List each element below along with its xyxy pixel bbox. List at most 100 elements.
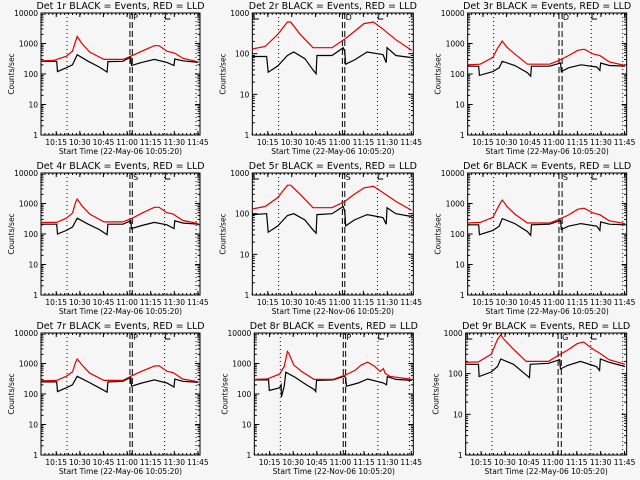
event-label-marker: D <box>563 13 569 22</box>
event-label-marker: P <box>346 333 351 342</box>
y-tick-label: 1000 <box>19 360 38 369</box>
y-tick-label: 10 <box>28 101 38 110</box>
event-bracket-marker <box>378 332 385 340</box>
x-tick-label: 10:45 <box>305 298 327 307</box>
y-tick-label: 100 <box>448 370 463 379</box>
x-tick-label: 11:30 <box>163 138 185 147</box>
panel-title: Det 5r BLACK = Events, RED = LLD <box>249 161 417 172</box>
events-series-line <box>465 358 626 379</box>
lld-series-line <box>467 40 626 67</box>
panel-title: Det 4r BLACK = Events, RED = LLD <box>36 161 204 172</box>
x-tick-label: 10:15 <box>472 298 494 307</box>
y-tick-label: 10000 <box>14 9 38 18</box>
x-tick-label: 10:30 <box>69 298 91 307</box>
y-tick-label: 1 <box>245 291 250 300</box>
detector-panel-8: Det 8r BLACK = Events, RED = LLD 1 10 100 10… <box>220 321 422 476</box>
x-tick-label: 11:30 <box>163 458 185 467</box>
plot-frame <box>251 172 414 296</box>
y-axis-label: Counts/sec <box>7 373 16 414</box>
detector-panel-7: Det 7r BLACK = Events, RED = LLD 1 10 100 10… <box>7 321 209 476</box>
x-tick-label: 10:45 <box>305 138 327 147</box>
x-tick-label: 11:00 <box>116 458 138 467</box>
detector-panel-9: Det 9r BLACK = Events, RED = LLD 1 10 100 10… <box>432 321 636 476</box>
events-series-line <box>41 375 199 394</box>
y-axis-label: Counts/sec <box>220 373 229 414</box>
x-axis-label: Start Time (22-May-06 10:05:20) <box>59 147 182 156</box>
x-tick-label: 11:30 <box>163 298 185 307</box>
x-axis-label: Start Time (22-Nov-06 10:05:20) <box>272 307 394 316</box>
plot-frame <box>467 12 628 136</box>
x-tick-label: 10:45 <box>519 298 541 307</box>
event-bracket-marker <box>591 12 599 20</box>
x-tick-label: 11:45 <box>614 138 636 147</box>
y-tick-label: 100 <box>24 230 39 239</box>
y-tick-label: 10 <box>240 250 250 259</box>
event-label-marker: S <box>563 173 568 182</box>
y-tick-label: 10000 <box>14 329 38 338</box>
detector-panel-3: Det 3r BLACK = Events, RED = LLD 1 10 100 10… <box>434 1 636 156</box>
x-tick-label: 10:30 <box>282 458 304 467</box>
x-tick-label: 10:30 <box>494 458 516 467</box>
y-tick-label: 1000 <box>444 329 463 338</box>
x-tick-label: 11:00 <box>329 138 351 147</box>
x-tick-label: 11:45 <box>187 138 209 147</box>
x-tick-label: 11:00 <box>116 138 138 147</box>
y-axis-label: Counts/sec <box>432 373 441 414</box>
event-bracket-marker <box>377 172 385 180</box>
event-bracket-marker <box>164 12 172 20</box>
lld-series-line <box>254 349 412 380</box>
panel-title: Det 2r BLACK = Events, RED = LLD <box>249 1 417 12</box>
y-tick-label: 1 <box>33 291 38 300</box>
x-tick-label: 11:30 <box>590 298 612 307</box>
y-tick-label: 10 <box>455 101 465 110</box>
y-tick-label: 10000 <box>227 329 251 338</box>
x-axis-label: Start Time (22-May-06 10:05:20) <box>59 467 182 476</box>
y-tick-label: 10 <box>240 90 250 99</box>
y-tick-label: 100 <box>235 210 250 219</box>
x-tick-label: 11:45 <box>614 458 636 467</box>
x-tick-label: 11:30 <box>376 298 398 307</box>
panel-title: Det 8r BLACK = Events, RED = LLD <box>250 321 418 332</box>
events-series-line <box>252 205 412 235</box>
y-tick-label: 1 <box>460 291 465 300</box>
event-bracket-marker <box>164 172 172 180</box>
y-tick-label: 100 <box>235 50 250 59</box>
x-tick-label: 11:00 <box>543 138 565 147</box>
events-series-line <box>467 60 626 78</box>
y-tick-label: 10000 <box>14 169 38 178</box>
x-tick-label: 10:30 <box>281 138 303 147</box>
plot-frame <box>251 12 414 136</box>
lld-series-line <box>41 197 199 225</box>
event-label-marker: D <box>346 13 352 22</box>
y-tick-label: 1 <box>458 451 463 460</box>
y-tick-label: 100 <box>24 390 39 399</box>
event-bracket-marker <box>466 332 474 340</box>
x-axis-label: Start Time (22-May-06 10:05:20) <box>485 467 608 476</box>
events-series-line <box>252 46 412 76</box>
x-tick-label: 11:15 <box>140 298 162 307</box>
x-tick-label: 11:30 <box>590 138 612 147</box>
y-tick-label: 10 <box>28 261 38 270</box>
y-tick-label: 100 <box>237 390 252 399</box>
x-axis-label: Start Time (22-May-06 10:05:20) <box>271 147 394 156</box>
y-tick-label: 1000 <box>230 169 249 178</box>
x-tick-label: 11:00 <box>543 298 565 307</box>
x-tick-label: 10:30 <box>281 298 303 307</box>
x-tick-label: 11:15 <box>567 138 589 147</box>
x-tick-label: 11:15 <box>353 298 375 307</box>
panel-title: Det 6r BLACK = Events, RED = LLD <box>463 161 631 172</box>
y-tick-label: 10 <box>453 410 463 419</box>
x-tick-label: 10:30 <box>496 298 518 307</box>
x-tick-label: 11:30 <box>376 138 398 147</box>
event-bracket-marker <box>377 12 385 20</box>
y-tick-label: 1000 <box>446 200 465 209</box>
y-axis-label: Counts/sec <box>7 53 16 94</box>
y-axis-label: Counts/sec <box>7 213 16 254</box>
y-tick-label: 1000 <box>232 360 251 369</box>
event-bracket-marker <box>591 332 598 340</box>
events-series-line <box>41 53 199 74</box>
x-tick-label: 10:30 <box>69 138 91 147</box>
x-tick-label: 10:45 <box>518 458 540 467</box>
x-tick-label: 10:15 <box>257 138 279 147</box>
